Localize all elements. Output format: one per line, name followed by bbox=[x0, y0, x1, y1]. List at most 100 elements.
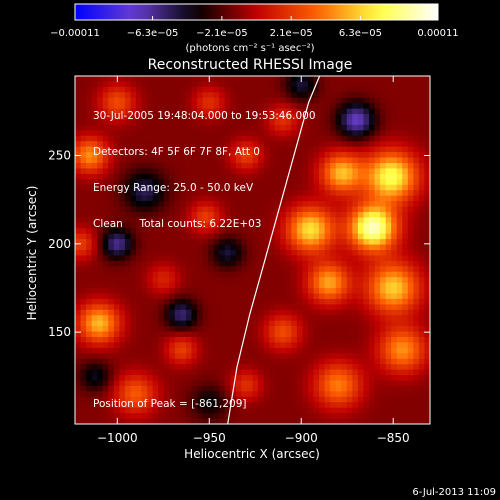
heatmap-cell bbox=[130, 407, 137, 414]
heatmap-cell bbox=[324, 293, 331, 300]
heatmap-cell bbox=[346, 119, 353, 126]
heatmap-cell bbox=[75, 331, 81, 338]
heatmap-cell bbox=[180, 293, 187, 300]
heatmap-cell bbox=[391, 277, 398, 284]
heatmap-cell bbox=[407, 337, 414, 343]
heatmap-cell bbox=[418, 347, 425, 354]
heatmap-cell bbox=[235, 315, 242, 322]
heatmap-cell bbox=[302, 206, 309, 213]
heatmap-cell bbox=[424, 315, 431, 322]
heatmap-cell bbox=[180, 288, 187, 294]
heatmap-cell bbox=[213, 146, 220, 153]
heatmap-cell bbox=[147, 347, 154, 354]
heatmap-cell bbox=[280, 244, 287, 251]
heatmap-cell bbox=[169, 391, 176, 398]
heatmap-cell bbox=[219, 304, 226, 311]
heatmap-cell bbox=[202, 228, 209, 235]
heatmap-cell bbox=[169, 195, 176, 202]
heatmap-cell bbox=[241, 228, 248, 235]
heatmap-cell bbox=[136, 347, 142, 354]
heatmap-cell bbox=[296, 92, 303, 99]
heatmap-cell bbox=[280, 141, 287, 148]
heatmap-cell bbox=[180, 266, 187, 273]
heatmap-cell bbox=[158, 331, 165, 338]
heatmap-cell bbox=[86, 168, 93, 175]
heatmap-cell bbox=[246, 288, 253, 294]
heatmap-cell bbox=[335, 179, 342, 186]
heatmap-cell bbox=[174, 179, 181, 186]
heatmap-cell bbox=[346, 358, 353, 365]
heatmap-cell bbox=[424, 358, 431, 365]
heatmap-cell bbox=[263, 255, 270, 262]
heatmap-cell bbox=[396, 298, 403, 305]
heatmap-cell bbox=[208, 233, 215, 240]
heatmap-cell bbox=[163, 375, 170, 381]
heatmap-cell bbox=[291, 298, 298, 305]
heatmap-cell bbox=[91, 141, 98, 148]
heatmap-cell bbox=[380, 222, 387, 229]
heatmap-cell bbox=[413, 250, 420, 256]
heatmap-cell bbox=[296, 179, 303, 186]
heatmap-cell bbox=[258, 135, 264, 142]
heatmap-cell bbox=[158, 342, 165, 349]
heatmap-cell bbox=[191, 190, 198, 197]
heatmap-cell bbox=[330, 309, 337, 316]
heatmap-cell bbox=[269, 76, 276, 82]
heatmap-cell bbox=[202, 135, 209, 142]
heatmap-cell bbox=[296, 228, 303, 235]
heatmap-cell bbox=[241, 222, 248, 229]
heatmap-cell bbox=[324, 347, 331, 354]
heatmap-cell bbox=[424, 282, 431, 289]
heatmap-cell bbox=[285, 92, 292, 99]
heatmap-cell bbox=[296, 190, 303, 197]
heatmap-cell bbox=[113, 173, 120, 180]
heatmap-cell bbox=[241, 293, 248, 300]
heatmap-cell bbox=[352, 163, 359, 169]
heatmap-cell bbox=[219, 141, 226, 148]
heatmap-cell bbox=[119, 103, 126, 110]
heatmap-cell bbox=[108, 114, 115, 120]
heatmap-cell bbox=[418, 271, 425, 278]
heatmap-cell bbox=[163, 418, 170, 425]
heatmap-cell bbox=[346, 86, 353, 93]
heatmap-cell bbox=[424, 402, 431, 409]
heatmap-cell bbox=[385, 260, 392, 267]
heatmap-cell bbox=[418, 315, 425, 322]
heatmap-cell bbox=[197, 326, 203, 332]
heatmap-cell bbox=[86, 130, 93, 137]
heatmap-cell bbox=[169, 184, 176, 191]
heatmap-cell bbox=[174, 260, 181, 267]
heatmap-cell bbox=[385, 347, 392, 354]
heatmap-cell bbox=[346, 146, 353, 153]
heatmap-cell bbox=[252, 114, 259, 120]
heatmap-cell bbox=[413, 391, 420, 398]
heatmap-cell bbox=[241, 184, 248, 191]
heatmap-cell bbox=[86, 380, 93, 387]
heatmap-cell bbox=[80, 217, 87, 224]
heatmap-cell bbox=[191, 326, 198, 332]
heatmap-cell bbox=[291, 239, 298, 245]
heatmap-cell bbox=[202, 293, 209, 300]
heatmap-cell bbox=[102, 114, 109, 120]
heatmap-cell bbox=[418, 266, 425, 273]
heatmap-cell bbox=[296, 195, 303, 202]
heatmap-cell bbox=[424, 353, 431, 360]
heatmap-cell bbox=[363, 320, 370, 327]
heatmap-cell bbox=[374, 304, 381, 311]
heatmap-cell bbox=[141, 407, 148, 414]
heatmap-cell bbox=[130, 320, 137, 327]
heatmap-cell bbox=[291, 309, 298, 316]
heatmap-cell bbox=[97, 108, 104, 115]
heatmap-cell bbox=[335, 347, 342, 354]
heatmap-cell bbox=[75, 320, 81, 327]
heatmap-cell bbox=[108, 108, 115, 115]
heatmap-cell bbox=[235, 244, 242, 251]
heatmap-cell bbox=[413, 119, 420, 126]
heatmap-cell bbox=[147, 407, 154, 414]
heatmap-cell bbox=[269, 315, 276, 322]
heatmap-cell bbox=[163, 152, 170, 158]
heatmap-cell bbox=[374, 353, 381, 360]
heatmap-cell bbox=[269, 271, 276, 278]
heatmap-cell bbox=[418, 402, 425, 409]
heatmap-cell bbox=[252, 337, 259, 343]
